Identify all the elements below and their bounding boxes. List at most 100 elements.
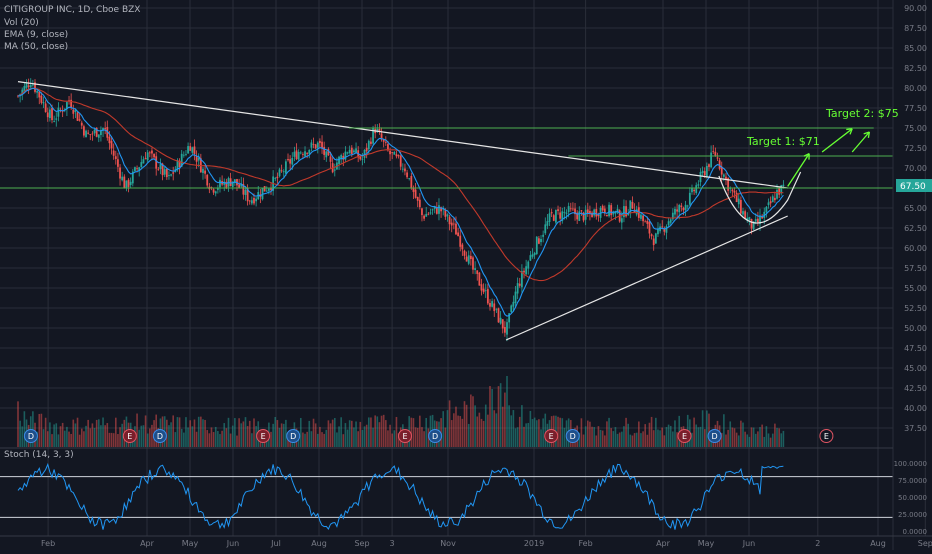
volume-bar [610, 428, 612, 447]
candle-body [131, 171, 134, 184]
candle-body [104, 128, 107, 130]
volume-bar [95, 419, 98, 447]
candle-body [66, 102, 68, 109]
candle-body [448, 216, 451, 225]
candle-body [705, 166, 708, 177]
volume-bar [221, 430, 223, 447]
volume-bar [495, 413, 498, 447]
volume-bar [665, 427, 668, 447]
candle-body [323, 146, 326, 155]
candle-body [146, 152, 149, 161]
earnings-marker [544, 429, 559, 443]
volume-bar [323, 433, 325, 447]
candle-body [380, 133, 383, 140]
candle-body [465, 256, 468, 262]
candle-body [769, 201, 772, 204]
candle-body [565, 212, 568, 214]
volume-bar [83, 431, 85, 447]
volume-bar [761, 424, 763, 447]
volume-bar [640, 433, 642, 447]
volume-bar [542, 418, 544, 447]
volume-bar [584, 426, 587, 447]
candle-body [42, 102, 45, 104]
candle-body [438, 205, 440, 214]
candle-body [148, 152, 151, 154]
volume-bar [765, 426, 768, 447]
volume-bar [63, 430, 66, 447]
candle-body [121, 176, 124, 181]
volume-bar [149, 428, 151, 447]
volume-bar [234, 418, 236, 447]
volume-bar [193, 419, 196, 447]
ma-50-line [17, 87, 784, 282]
target-1-arrow-head [803, 153, 810, 160]
candle-body [716, 157, 719, 159]
candle-body [735, 192, 738, 203]
symbol-title: CITIGROUP INC, 1D, Cboe BZX [4, 5, 140, 15]
candle-body [499, 317, 502, 324]
ascending-support-trendline [505, 215, 788, 341]
candle-body [134, 167, 136, 172]
candle-body [95, 127, 98, 137]
candle-body [229, 178, 232, 186]
candle-body [233, 179, 236, 183]
candle-body [444, 209, 447, 217]
volume-bar [117, 434, 119, 447]
volume-bar [319, 426, 321, 447]
price-tick-label: 50.00 [904, 324, 927, 333]
candle-body [514, 291, 517, 304]
candle-body [482, 288, 485, 293]
volume-bar [229, 433, 232, 447]
candle-body [70, 99, 73, 109]
volume-bar [467, 423, 470, 447]
volume-bar [516, 427, 519, 447]
candle-body [384, 142, 387, 144]
volume-bar [53, 424, 55, 447]
volume-bar [368, 417, 370, 447]
candle-body [157, 169, 160, 171]
candle-body [461, 244, 464, 250]
volume-bar [276, 420, 279, 447]
candle-body [510, 305, 513, 313]
volume-bar [70, 433, 72, 447]
candle-body [503, 327, 506, 333]
candle-body [284, 161, 287, 174]
volume-bar [599, 429, 602, 447]
candle-body [114, 156, 117, 159]
price-tick-label: 85.00 [904, 44, 927, 53]
candle-body [404, 168, 406, 172]
dividend-marker [707, 429, 722, 443]
candle-body [180, 153, 183, 167]
candle-body [550, 212, 553, 214]
time-tick-label: Aug [311, 539, 327, 548]
candle-body [425, 213, 428, 217]
price-tick-label: 62.50 [904, 224, 927, 233]
candle-body [100, 130, 102, 136]
candle-body [367, 140, 370, 150]
volume-bar [104, 425, 106, 447]
volume-bar [778, 428, 780, 447]
volume-bar [380, 415, 383, 447]
candle-body [584, 209, 587, 220]
volume-bar [306, 431, 308, 447]
candle-body [561, 211, 564, 222]
earnings-marker-upcoming-label: E [824, 432, 829, 441]
volume-bar [746, 434, 749, 447]
volume-bar [21, 426, 24, 447]
target-2-arrow-b [851, 131, 870, 153]
volume-bar [212, 432, 215, 447]
candle-body [242, 184, 245, 195]
volume-bar [329, 423, 332, 447]
candle-body [17, 95, 19, 97]
volume-bar [457, 415, 459, 447]
volume-bar [280, 423, 283, 447]
volume-bar [459, 416, 462, 447]
candle-body [270, 188, 272, 190]
volume-bar [676, 432, 678, 447]
candle-body [773, 197, 776, 201]
volume-bar [531, 419, 534, 447]
candle-body [480, 284, 483, 291]
time-tick-label: Feb [579, 539, 593, 548]
